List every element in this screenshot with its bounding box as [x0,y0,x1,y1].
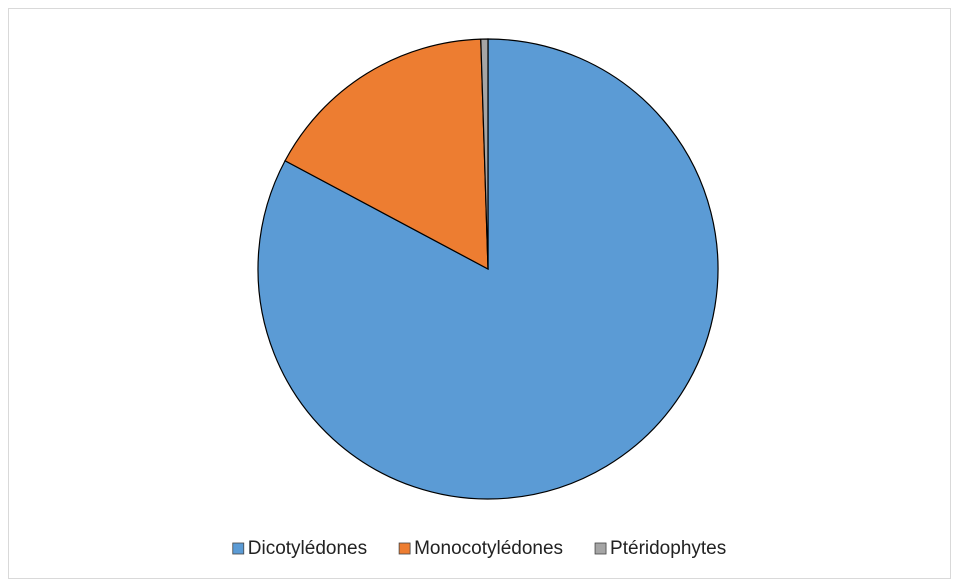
legend-label: Monocotylédones [414,538,563,559]
pie-slice [284,38,489,271]
pie-slice [257,38,719,500]
pie-slice [480,38,489,270]
legend-swatch [594,542,607,555]
legend-label: Ptéridophytes [610,538,726,559]
legend-label: Dicotylédones [248,538,367,559]
legend-swatch [398,542,411,555]
legend-swatch [232,542,245,555]
